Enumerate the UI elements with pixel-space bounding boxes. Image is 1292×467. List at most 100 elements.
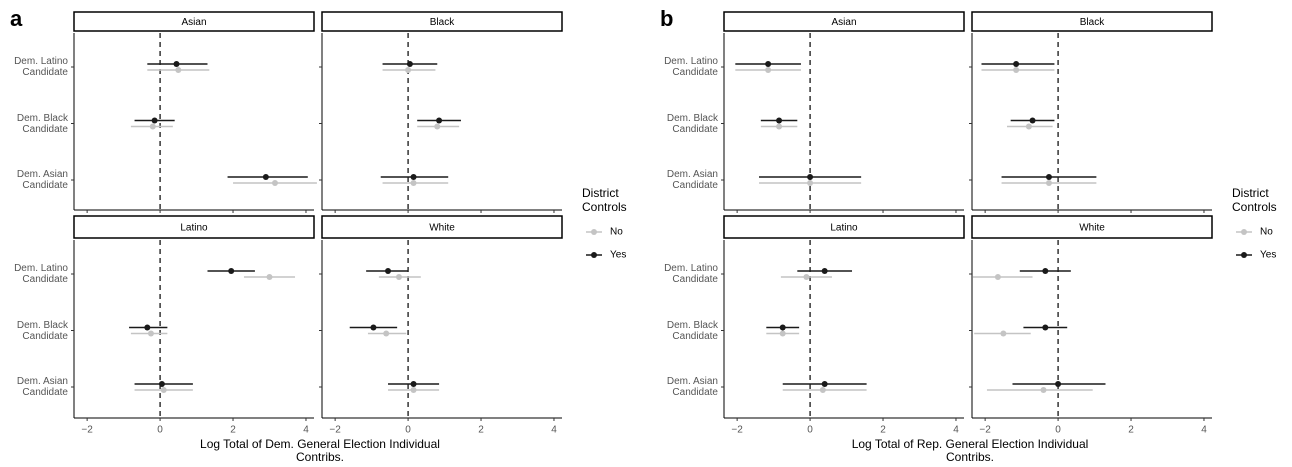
point (819, 387, 826, 393)
point (383, 330, 390, 337)
y-tick-label: Dem. Black Candidate (666, 319, 718, 342)
point (410, 180, 417, 186)
x-tick-label: −2 (731, 425, 743, 436)
x-tick-label: 2 (230, 425, 236, 436)
x-axis-label: Log Total of Rep. General Election Indiv… (851, 437, 1089, 464)
point (175, 67, 182, 73)
y-tick-label: Dem. Asian Candidate (16, 376, 68, 398)
y-tick-label: Dem. Black Candidate (16, 319, 68, 342)
point (1013, 67, 1020, 73)
y-tick-label: Dem. Asian Candidate (16, 169, 68, 191)
point (266, 274, 273, 280)
x-tick-label: −2 (81, 425, 93, 436)
strip-title: Asian (831, 17, 856, 28)
legend-key (591, 252, 597, 258)
x-tick-label: 4 (303, 425, 309, 436)
point (406, 61, 413, 67)
strip (73, 215, 315, 239)
point (149, 123, 156, 130)
x-tick-label: 4 (953, 425, 959, 436)
point (151, 117, 158, 124)
y-tick-label: Dem. Latino Candidate (664, 56, 718, 78)
legend-key (591, 229, 597, 235)
x-tick-label: 0 (157, 425, 163, 436)
strip (321, 215, 563, 239)
point (228, 268, 235, 274)
point (776, 123, 783, 130)
point (160, 387, 167, 393)
point (1029, 117, 1036, 124)
y-tick-label: Dem. Asian Candidate (666, 169, 718, 191)
point (765, 61, 772, 67)
y-tick-label: Dem. Latino Candidate (664, 263, 718, 285)
point (147, 330, 154, 337)
strip (971, 11, 1213, 32)
point (262, 174, 269, 180)
point (1040, 387, 1047, 393)
strip-title: Black (430, 17, 455, 28)
x-axis-label: Log Total of Dem. General Election Indiv… (200, 437, 440, 464)
point (385, 268, 392, 274)
legend-label: Yes (610, 250, 626, 261)
strip-title: White (1079, 223, 1105, 234)
point (994, 274, 1001, 280)
strip (723, 11, 965, 32)
x-tick-label: 4 (1201, 425, 1207, 436)
point (173, 61, 180, 67)
x-tick-label: 0 (405, 425, 411, 436)
point (434, 123, 441, 130)
strip (321, 11, 563, 32)
point (436, 117, 443, 124)
point (1025, 123, 1032, 130)
legend-label: No (1260, 227, 1273, 238)
point (1000, 330, 1007, 337)
strip-title: Black (1080, 17, 1105, 28)
y-tick-label: Dem. Latino Candidate (14, 56, 68, 78)
point (765, 67, 772, 73)
point (776, 117, 783, 124)
x-tick-label: 2 (1128, 425, 1134, 436)
point (807, 180, 814, 186)
point (779, 324, 786, 331)
x-tick-label: −2 (329, 425, 341, 436)
y-tick-label: Dem. Black Candidate (16, 112, 68, 135)
point (821, 268, 828, 274)
x-tick-label: 0 (1055, 425, 1061, 436)
point (410, 174, 417, 180)
point (410, 387, 417, 393)
point (370, 324, 377, 331)
strip (73, 11, 315, 32)
point (395, 274, 402, 280)
point (271, 180, 278, 186)
point (1042, 268, 1049, 274)
point (807, 174, 814, 180)
point (1045, 174, 1052, 180)
legend-title: District Controls (582, 186, 627, 214)
x-tick-label: −2 (979, 425, 991, 436)
strip-title: Latino (830, 223, 858, 234)
point (405, 67, 412, 73)
strip-title: Asian (181, 17, 206, 28)
legend-key (1241, 252, 1247, 258)
point (803, 274, 810, 280)
legend-label: Yes (1260, 250, 1276, 261)
point (1013, 61, 1020, 67)
x-tick-label: 2 (478, 425, 484, 436)
point (1045, 180, 1052, 186)
panel-label: b (660, 6, 673, 31)
x-tick-label: 0 (807, 425, 813, 436)
point (410, 381, 417, 387)
legend-title: District Controls (1232, 186, 1277, 214)
y-tick-label: Dem. Asian Candidate (666, 376, 718, 398)
point (144, 324, 151, 331)
point (158, 381, 165, 387)
point (821, 381, 828, 387)
x-tick-label: 2 (880, 425, 886, 436)
point (1055, 381, 1062, 387)
legend-key (1241, 229, 1247, 235)
x-tick-label: 4 (551, 425, 557, 436)
point (1042, 324, 1049, 331)
strip (723, 215, 965, 239)
